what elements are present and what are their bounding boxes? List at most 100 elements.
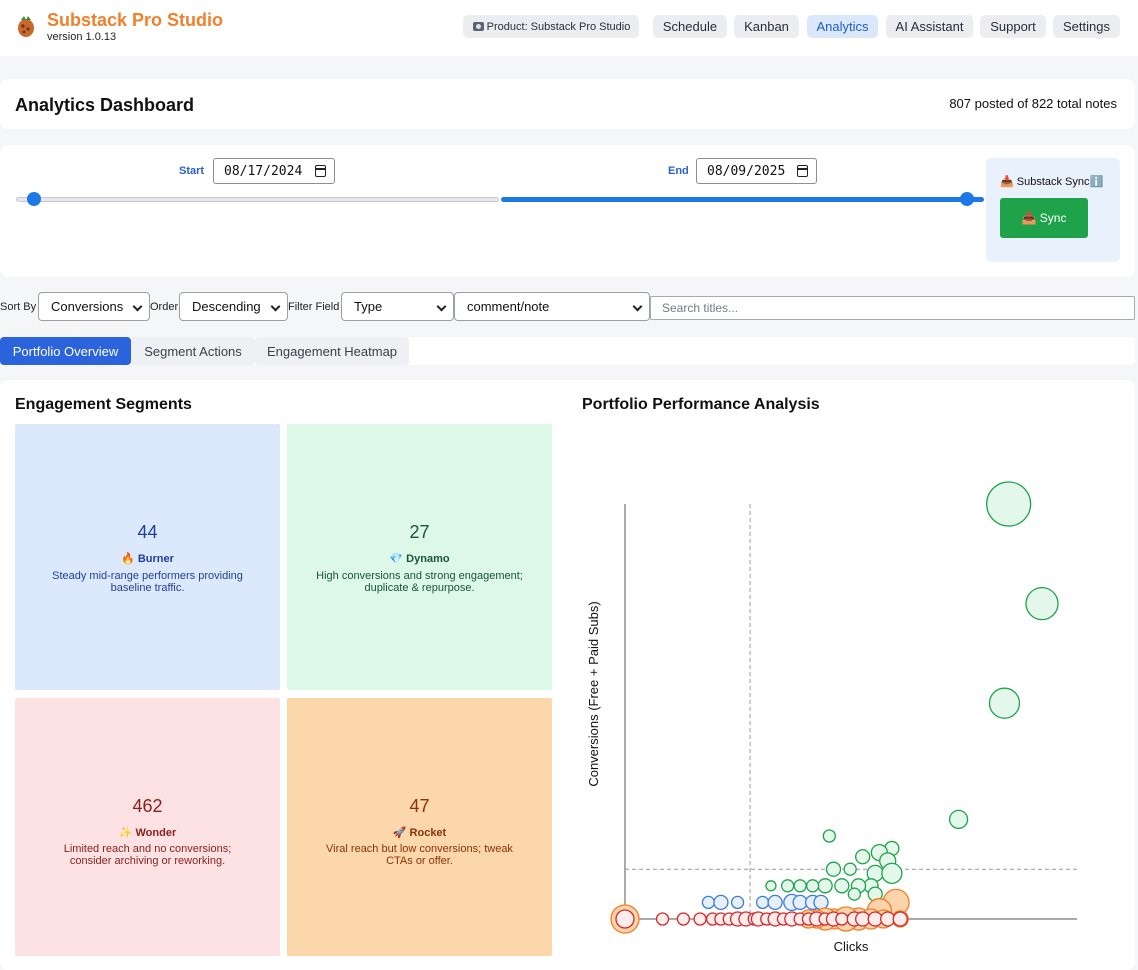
portfolio-scatter-chart: Clicks Conversions (Free + Paid Subs) <box>582 430 1122 956</box>
start-date-input[interactable]: 08/17/2024 <box>213 158 335 184</box>
scatter-point[interactable] <box>834 878 850 894</box>
segment-count: 44 <box>137 522 158 542</box>
scatter-point[interactable] <box>948 809 969 830</box>
nav-ai-assistant[interactable]: AI Assistant <box>886 15 973 38</box>
chevron-down-icon <box>632 301 643 312</box>
segment-card-burner[interactable]: 44 🔥 Burner Steady mid-range performers … <box>15 424 280 690</box>
scatter-point[interactable] <box>793 879 807 893</box>
chevron-down-icon <box>436 301 447 312</box>
filter-field-select[interactable]: Type <box>341 292 454 321</box>
segments-title: Engagement Segments <box>15 396 192 413</box>
product-selector[interactable]: Product: Substack Pro Studio <box>463 15 639 38</box>
scatter-point[interactable] <box>805 879 820 893</box>
scatter-point[interactable] <box>755 895 770 910</box>
scatter-point[interactable] <box>825 861 842 877</box>
scatter-point[interactable] <box>988 687 1021 719</box>
sync-label: 📥 Substack Syncℹ️ <box>1000 176 1104 188</box>
segment-description: Viral reach but low conversions; tweak C… <box>326 843 513 867</box>
segment-count: 27 <box>409 522 430 542</box>
chart-title: Portfolio Performance Analysis <box>582 396 820 413</box>
scatter-point[interactable] <box>765 880 777 892</box>
segment-card-wonder[interactable]: 462 ✨ Wonder Limited reach and no conver… <box>15 698 280 956</box>
scatter-point[interactable] <box>767 894 783 911</box>
segment-name: 💎 Dynamo <box>389 553 450 565</box>
scatter-point[interactable] <box>817 878 833 894</box>
start-slider-handle[interactable] <box>27 192 41 206</box>
product-label: Product: Substack Pro Studio <box>486 20 631 33</box>
sync-button[interactable]: 📥 Sync <box>1000 198 1088 238</box>
y-axis-label: Conversions (Free + Paid Subs) <box>586 601 601 786</box>
calendar-icon[interactable] <box>315 165 326 177</box>
end-date-input[interactable]: 08/09/2025 <box>696 158 817 184</box>
segment-description: High conversions and strong engagement; … <box>316 570 523 594</box>
logo-icon <box>18 16 34 37</box>
scatter-point[interactable] <box>1025 586 1059 621</box>
end-label: End <box>668 165 689 177</box>
start-slider-track[interactable] <box>16 197 499 202</box>
segment-description: Steady mid-range performers providing ba… <box>52 570 243 594</box>
filter-field-value: Type <box>354 299 383 314</box>
scatter-point[interactable] <box>847 887 862 901</box>
segment-card-rocket[interactable]: 47 🚀 Rocket Viral reach but low conversi… <box>287 698 552 956</box>
scatter-plot: Clicks Conversions (Free + Paid Subs) <box>586 481 1077 954</box>
sort-by-value: Conversions <box>51 299 124 314</box>
tab-portfolio-overview[interactable]: Portfolio Overview <box>0 337 131 365</box>
scatter-point[interactable] <box>881 862 903 885</box>
info-icon[interactable]: ℹ️ <box>1089 176 1104 188</box>
scatter-point[interactable] <box>813 894 829 911</box>
sort-by-select[interactable]: Conversions <box>38 292 150 321</box>
dashboard-header: Analytics Dashboard 807 posted of 822 to… <box>0 79 1135 129</box>
segment-count: 462 <box>132 796 163 816</box>
top-bar: Substack Pro Studio version 1.0.13 Produ… <box>0 0 1138 56</box>
segment-count: 47 <box>409 796 430 816</box>
order-label: Order <box>150 301 179 313</box>
segment-description: Limited reach and no conversions; consid… <box>63 843 232 867</box>
search-input[interactable]: Search titles... <box>650 296 1135 320</box>
filter-value-select[interactable]: comment/note <box>454 292 650 321</box>
start-date-value: 08/17/2024 <box>224 163 303 179</box>
app-version: version 1.0.13 <box>47 31 117 43</box>
calendar-icon[interactable] <box>797 165 808 177</box>
substack-sync-panel: 📥 Substack Syncℹ️ 📥 Sync <box>986 158 1120 262</box>
filter-value: comment/note <box>467 299 550 314</box>
order-value: Descending <box>192 299 261 314</box>
start-label: Start <box>179 165 205 177</box>
scatter-point[interactable] <box>615 909 635 929</box>
end-date-value: 08/09/2025 <box>707 163 786 179</box>
nav-kanban[interactable]: Kanban <box>734 15 799 38</box>
nav-settings[interactable]: Settings <box>1053 15 1120 38</box>
scatter-point[interactable] <box>693 912 707 926</box>
chevron-down-icon <box>270 301 281 312</box>
filter-field-label: Filter Field <box>288 301 340 313</box>
segment-card-dynamo[interactable]: 27 💎 Dynamo High conversions and strong … <box>287 424 552 690</box>
page-title: Analytics Dashboard <box>15 95 195 115</box>
order-select[interactable]: Descending <box>179 292 288 321</box>
scatter-point[interactable] <box>730 895 745 910</box>
scatter-point[interactable] <box>780 879 795 893</box>
notes-summary: 807 posted of 822 total notes <box>949 96 1117 111</box>
chevron-down-icon <box>132 301 143 312</box>
segment-name: 🚀 Rocket <box>392 827 447 839</box>
nav-analytics[interactable]: Analytics <box>807 15 878 38</box>
scatter-point[interactable] <box>655 912 670 926</box>
scatter-point[interactable] <box>985 481 1032 527</box>
scatter-point[interactable] <box>892 911 908 927</box>
scatter-point[interactable] <box>713 894 729 911</box>
scatter-point[interactable] <box>822 829 836 843</box>
tab-engagement-heatmap[interactable]: Engagement Heatmap <box>255 337 409 365</box>
nav-support[interactable]: Support <box>980 15 1046 38</box>
scatter-point[interactable] <box>676 912 691 926</box>
product-icon <box>472 22 484 31</box>
scatter-point[interactable] <box>843 862 857 876</box>
end-slider-handle[interactable] <box>960 192 974 206</box>
nav-schedule[interactable]: Schedule <box>653 15 727 38</box>
segment-name: ✨ Wonder <box>118 827 177 839</box>
segment-name: 🔥 Burner <box>121 553 174 565</box>
sort-by-label: Sort By <box>0 301 37 313</box>
scatter-point[interactable] <box>835 912 849 926</box>
end-slider-track[interactable] <box>501 197 984 202</box>
scatter-point[interactable] <box>855 849 871 865</box>
scatter-point[interactable] <box>701 895 716 910</box>
tab-segment-actions[interactable]: Segment Actions <box>131 337 255 365</box>
app-title: Substack Pro Studio <box>47 10 224 30</box>
